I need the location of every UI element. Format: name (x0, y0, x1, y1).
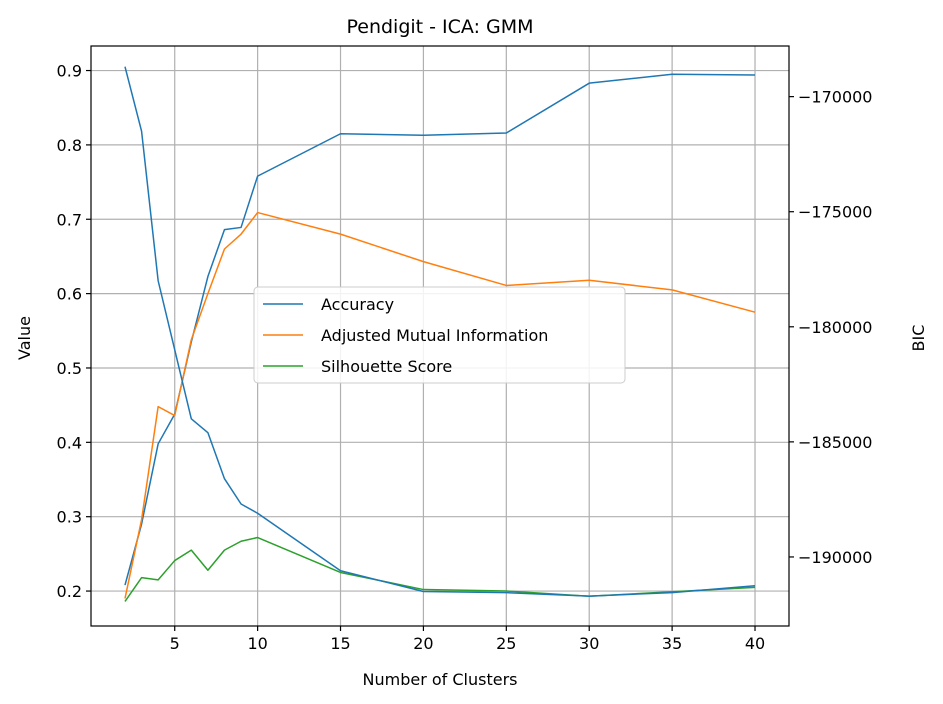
y-tick-label: 0.4 (57, 433, 82, 452)
y-tick-label: 0.7 (57, 210, 82, 229)
y-tick-label: 0.8 (57, 136, 82, 155)
x-tick-label: 20 (413, 634, 433, 653)
x-tick-label: 30 (579, 634, 599, 653)
y2-tick-label: −175000 (798, 203, 872, 222)
series-layer (124, 66, 756, 602)
y2-tick-label: −180000 (798, 318, 872, 337)
legend-label: Silhouette Score (321, 357, 452, 376)
y-tick-label: 0.9 (57, 62, 82, 81)
y-tick-label: 0.6 (57, 285, 82, 304)
x-tick-label: 35 (662, 634, 682, 653)
legend-label: Adjusted Mutual Information (321, 326, 548, 345)
series-line-adjusted-mutual-information (124, 211, 756, 599)
y2-tick-label: −185000 (798, 433, 872, 452)
grid (91, 46, 789, 626)
legend-label: Accuracy (321, 295, 394, 314)
series-line-bic (124, 66, 756, 597)
x-tick-label: 15 (330, 634, 350, 653)
y2-tick-label: −190000 (798, 548, 872, 567)
y2-axis-label: BIC (909, 325, 928, 352)
x-tick-label: 25 (496, 634, 516, 653)
ticks: 5 10 15 20 25 30 35 40 0.2 0.3 0.4 0.5 0.6 0.7 0.8 0.9 −… (57, 62, 873, 653)
x-axis-label: Number of Clusters (363, 670, 518, 689)
y-axis-label: Value (15, 316, 34, 360)
series-line-accuracy (124, 73, 756, 586)
x-tick-label: 40 (745, 634, 765, 653)
y2-tick-label: −170000 (798, 88, 872, 107)
chart-title: Pendigit - ICA: GMM (346, 16, 533, 38)
x-tick-label: 5 (170, 634, 180, 653)
legend-box (253, 286, 626, 384)
plot-frame (90, 45, 790, 627)
legend: Accuracy Adjusted Mutual Information Silho… (253, 286, 626, 384)
x-tick-label: 10 (247, 634, 267, 653)
y-tick-label: 0.5 (57, 359, 82, 378)
y-tick-label: 0.2 (57, 582, 82, 601)
y-tick-label: 0.3 (57, 508, 82, 527)
